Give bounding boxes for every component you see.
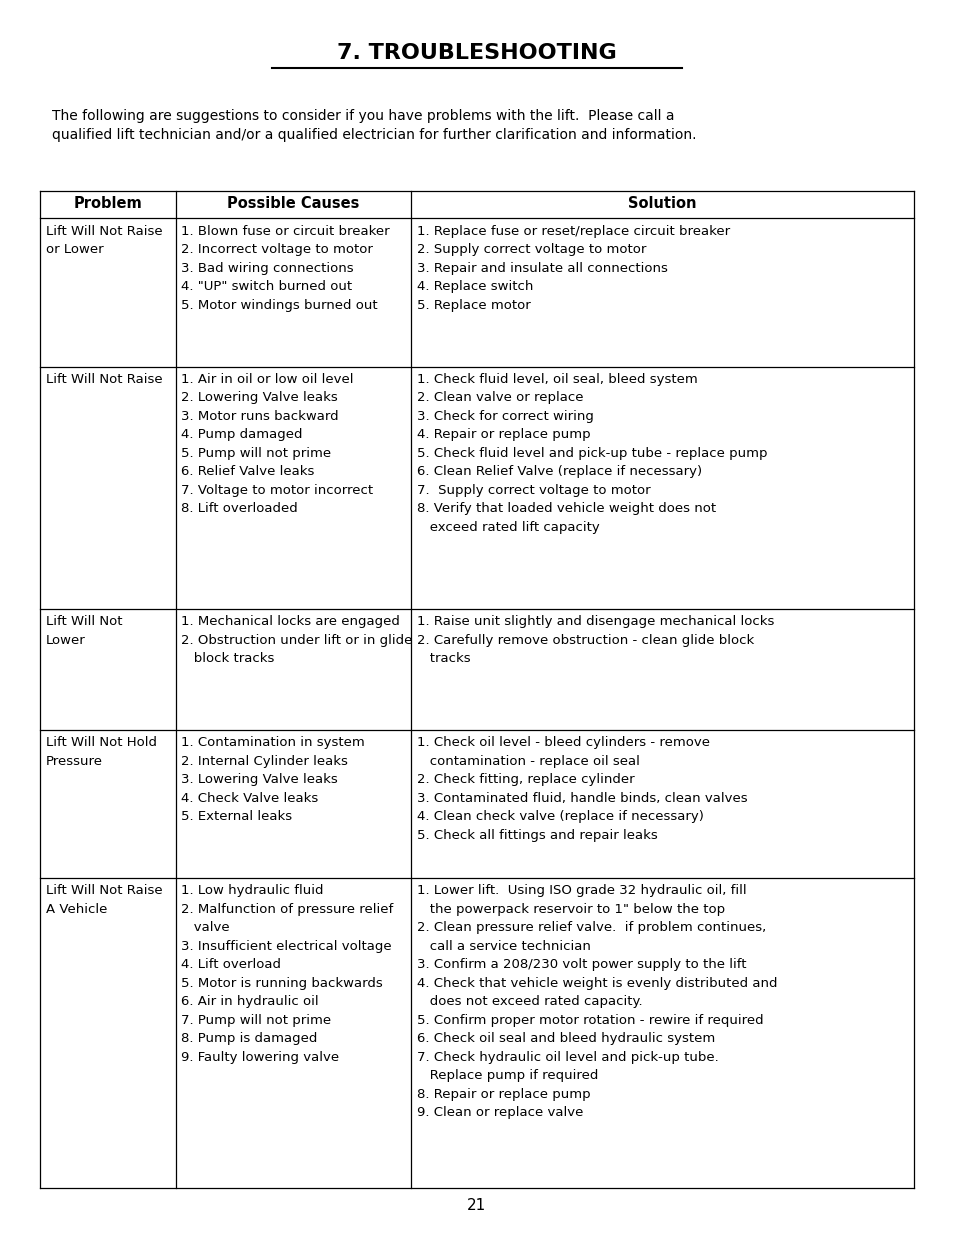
Text: 21: 21 [467, 1198, 486, 1213]
Text: 7. TROUBLESHOOTING: 7. TROUBLESHOOTING [336, 43, 617, 63]
Text: Lift Will Not
Lower: Lift Will Not Lower [46, 615, 122, 647]
Text: Lift Will Not Raise
A Vehicle: Lift Will Not Raise A Vehicle [46, 884, 162, 916]
Text: 1. Check fluid level, oil seal, bleed system
2. Clean valve or replace
3. Check : 1. Check fluid level, oil seal, bleed sy… [416, 373, 767, 534]
Text: 1. Air in oil or low oil level
2. Lowering Valve leaks
3. Motor runs backward
4.: 1. Air in oil or low oil level 2. Loweri… [181, 373, 373, 515]
Text: 1. Blown fuse or circuit breaker
2. Incorrect voltage to motor
3. Bad wiring con: 1. Blown fuse or circuit breaker 2. Inco… [181, 225, 390, 311]
Text: Lift Will Not Raise: Lift Will Not Raise [46, 373, 162, 385]
Text: Lift Will Not Raise
or Lower: Lift Will Not Raise or Lower [46, 225, 162, 256]
Text: 1. Check oil level - bleed cylinders - remove
   contamination - replace oil sea: 1. Check oil level - bleed cylinders - r… [416, 736, 747, 842]
Text: 1. Mechanical locks are engaged
2. Obstruction under lift or in glide
   block t: 1. Mechanical locks are engaged 2. Obstr… [181, 615, 413, 666]
Text: The following are suggestions to consider if you have problems with the lift.  P: The following are suggestions to conside… [52, 109, 697, 142]
Text: 1. Replace fuse or reset/replace circuit breaker
2. Supply correct voltage to mo: 1. Replace fuse or reset/replace circuit… [416, 225, 730, 311]
Text: 1. Lower lift.  Using ISO grade 32 hydraulic oil, fill
   the powerpack reservoi: 1. Lower lift. Using ISO grade 32 hydrau… [416, 884, 777, 1119]
Text: Solution: Solution [628, 196, 697, 211]
Text: 1. Low hydraulic fluid
2. Malfunction of pressure relief
   valve
3. Insufficien: 1. Low hydraulic fluid 2. Malfunction of… [181, 884, 393, 1065]
Text: 1. Raise unit slightly and disengage mechanical locks
2. Carefully remove obstru: 1. Raise unit slightly and disengage mec… [416, 615, 774, 666]
Text: Problem: Problem [73, 196, 142, 211]
Text: 1. Contamination in system
2. Internal Cylinder leaks
3. Lowering Valve leaks
4.: 1. Contamination in system 2. Internal C… [181, 736, 365, 824]
Text: Possible Causes: Possible Causes [227, 196, 359, 211]
Text: Lift Will Not Hold
Pressure: Lift Will Not Hold Pressure [46, 736, 156, 768]
